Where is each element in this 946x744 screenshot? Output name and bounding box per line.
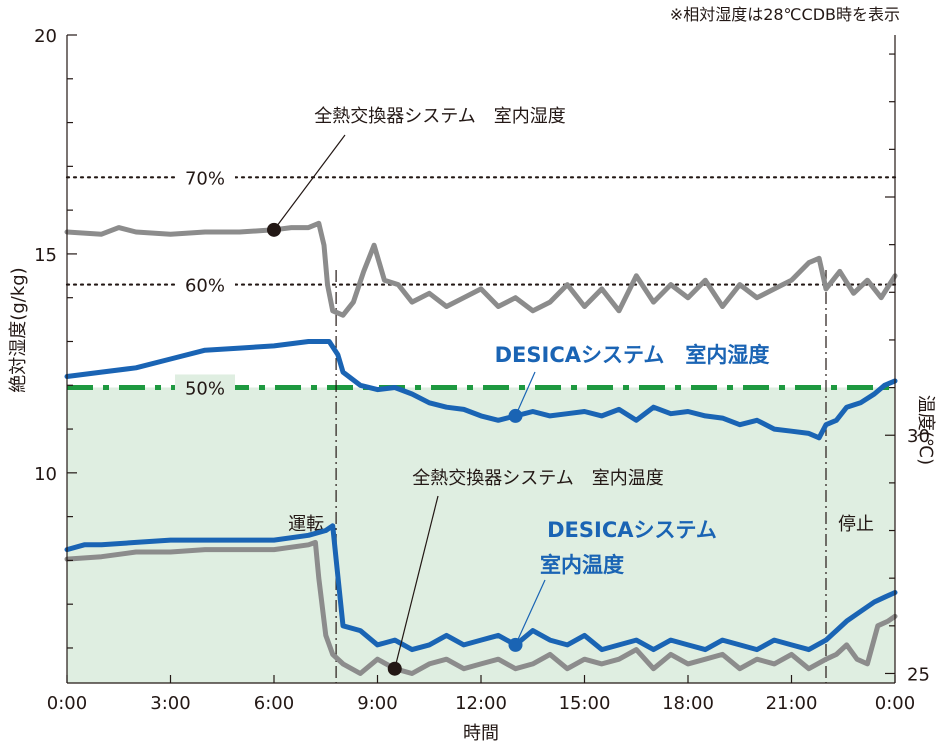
event-label: 運転 bbox=[288, 514, 324, 535]
event-label: 停止 bbox=[838, 514, 874, 535]
x-tick-label: 0:00 bbox=[875, 693, 915, 714]
annotation-leader bbox=[394, 495, 439, 669]
x-tick-label: 3:00 bbox=[150, 693, 190, 714]
series-line-3 bbox=[64, 523, 898, 653]
y-left-tick-label: 10 bbox=[34, 464, 57, 485]
rh-label-bg bbox=[175, 164, 235, 191]
annotation-label: 全熱交換器システム 室内湿度 bbox=[314, 106, 565, 127]
rh-label: 50% bbox=[185, 378, 225, 399]
annotation-marker bbox=[508, 637, 523, 652]
comfort-zone bbox=[67, 387, 895, 683]
rh-label: 60% bbox=[185, 276, 225, 297]
x-tick-label: 6:00 bbox=[254, 693, 294, 714]
y-right-axis-title: 温度(℃) bbox=[915, 395, 936, 465]
chart-note: ※相対湿度は28℃CDB時を表示 bbox=[670, 5, 900, 24]
series-line-2 bbox=[64, 539, 898, 676]
y-left-tick-label: 15 bbox=[34, 245, 57, 266]
series-line-0 bbox=[64, 220, 898, 318]
x-axis-title: 時間 bbox=[463, 723, 499, 744]
y-left-tick-label: 20 bbox=[34, 26, 57, 47]
annotation-label: 全熱交換器システム 室内温度 bbox=[412, 468, 663, 489]
x-tick-label: 15:00 bbox=[559, 693, 611, 714]
annotation-leader bbox=[273, 134, 346, 231]
series-line-1 bbox=[64, 339, 898, 441]
annotation-leader bbox=[514, 371, 536, 417]
annotation-marker bbox=[508, 408, 523, 423]
rh-label: 70% bbox=[185, 168, 225, 189]
x-tick-label: 9:00 bbox=[357, 693, 397, 714]
annotation-label: 室内温度 bbox=[540, 553, 624, 577]
x-tick-label: 0:00 bbox=[47, 693, 87, 714]
event-label-bg bbox=[834, 510, 894, 536]
rh-label-bg bbox=[175, 374, 235, 401]
x-tick-label: 12:00 bbox=[455, 693, 507, 714]
x-tick-label: 18:00 bbox=[662, 693, 714, 714]
annotation-marker bbox=[387, 661, 402, 676]
annotation-marker bbox=[267, 222, 281, 237]
x-tick-label: 21:00 bbox=[766, 693, 818, 714]
annotation-label: DESICAシステム bbox=[547, 518, 717, 542]
annotation-label: DESICAシステム 室内湿度 bbox=[495, 343, 770, 367]
annotation-spacer bbox=[628, 340, 636, 342]
annotation-leader bbox=[514, 579, 546, 646]
y-right-tick-label: 30 bbox=[907, 426, 930, 447]
y-left-axis-title: 絶対湿度(g/kg) bbox=[8, 267, 29, 392]
rh-label-bg bbox=[175, 271, 235, 298]
y-right-tick-label: 25 bbox=[907, 664, 930, 685]
